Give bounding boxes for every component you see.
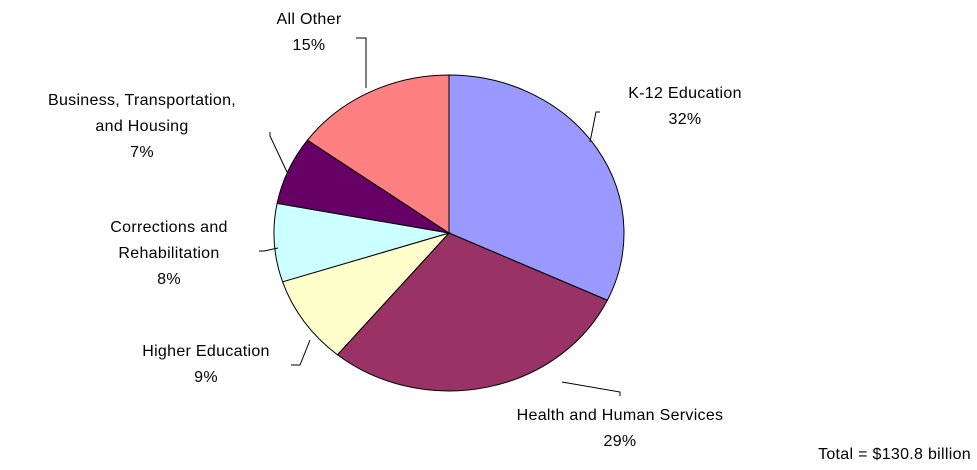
leader-line-business-transportation-and-housing (269, 132, 288, 173)
slice-name-label: Health and Human Services (517, 407, 724, 424)
slice-percent-label: 32% (669, 111, 702, 128)
leader-line-health-and-human-services (561, 381, 621, 396)
pie-slice-k-12-education (448, 74, 625, 301)
pie-slice-higher-education (281, 232, 451, 356)
slice-percent-label: 8% (157, 271, 181, 288)
leader-lines (259, 37, 621, 396)
slice-labels: K-12 Education 32% Health and Human Servic… (48, 11, 742, 450)
slice-label-all-other: All Other 15% (277, 11, 342, 54)
total-footnote: Total = $130.8 billion (818, 446, 971, 463)
leader-line-higher-education (291, 339, 311, 366)
slice-name-label: Rehabilitation (118, 245, 219, 262)
pie-slice-all-other (306, 74, 450, 234)
slice-name-label: Higher Education (142, 343, 270, 360)
leader-line-corrections-and-rehabilitation (259, 247, 279, 252)
slice-percent-label: 29% (604, 433, 637, 450)
slice-label-k-12-education: K-12 Education 32% (628, 85, 742, 128)
slice-label-corrections-and-rehabilitation: Corrections and Rehabilitation 8% (110, 219, 227, 288)
pie-slice-health-and-human-services (336, 232, 609, 392)
slice-name-label: and Housing (95, 118, 188, 135)
slice-name-label: Corrections and (110, 219, 227, 236)
slice-label-higher-education: Higher Education 9% (142, 343, 270, 386)
pie-slices (273, 74, 625, 392)
slice-name-label: Business, Transportation, (48, 92, 236, 109)
slice-percent-label: 7% (130, 144, 154, 161)
slice-percent-label: 9% (194, 369, 218, 386)
leader-line-all-other (356, 37, 367, 88)
leader-line-k-12-education (589, 111, 600, 143)
slice-label-health-and-human-services: Health and Human Services 29% (517, 407, 724, 450)
slice-label-business-transportation-and-housing: Business, Transportation, and Housing 7% (48, 92, 236, 161)
slice-name-label: K-12 Education (628, 85, 742, 102)
slice-name-label: All Other (277, 11, 342, 28)
slice-percent-label: 15% (293, 37, 326, 54)
